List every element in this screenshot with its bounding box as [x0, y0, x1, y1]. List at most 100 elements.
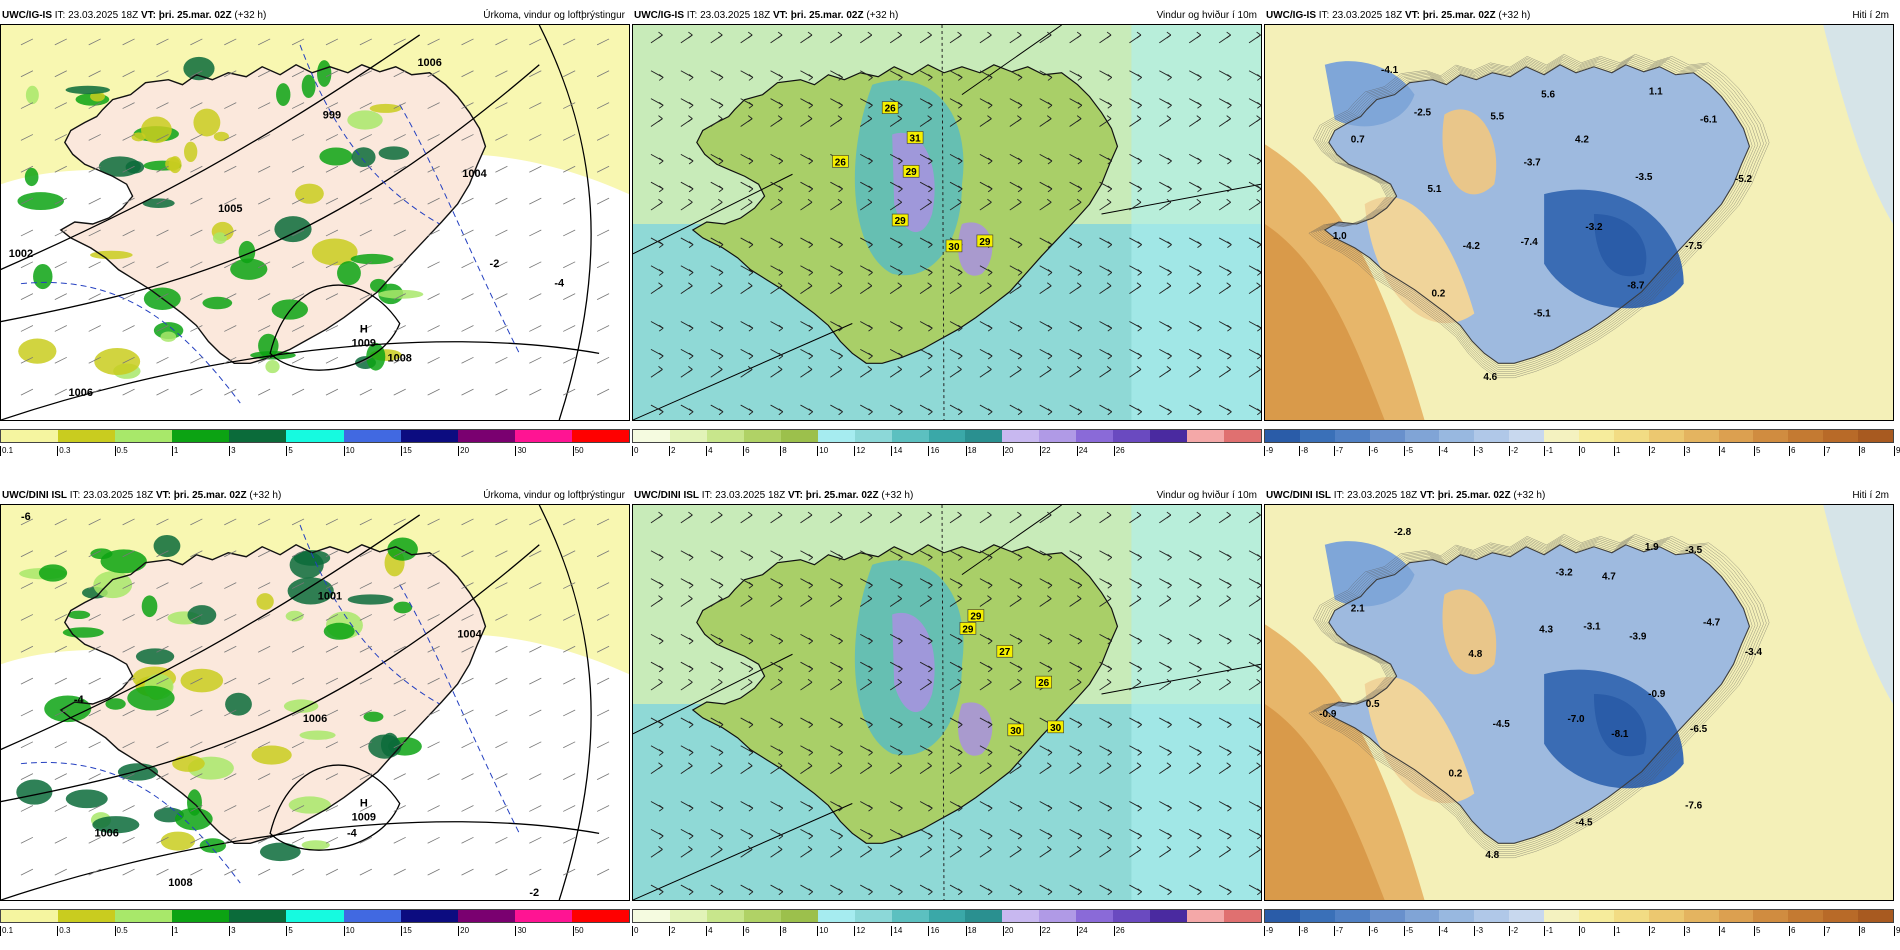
colorbar-swatch	[1404, 430, 1440, 442]
svg-text:-6: -6	[21, 511, 31, 523]
colorbar-swatch	[1858, 910, 1894, 922]
map-label: 1009	[352, 811, 376, 823]
map-label: -4	[554, 278, 565, 290]
valid-time-label: VT:	[1419, 490, 1435, 501]
svg-text:29: 29	[979, 237, 991, 248]
colorbar-swatch	[1404, 910, 1440, 922]
colorbar-ticks: -9 -8 -7 -6 -5 -4 -3 -2 -1 0 1 2 3 4 5 6 7 8 9	[1264, 926, 1900, 938]
colorbar-tick-label: 4	[1719, 926, 1726, 936]
svg-text:5.6: 5.6	[1541, 90, 1555, 101]
svg-text:1.1: 1.1	[1649, 87, 1663, 98]
colorbar-swatch	[817, 430, 855, 442]
colorbar-tick-label: 2	[1649, 446, 1656, 456]
svg-text:1009: 1009	[352, 337, 376, 349]
svg-text:29: 29	[906, 167, 918, 178]
colorbar-swatch	[743, 910, 781, 922]
map-area: -2.8 1.9 -3.5 -3.2 4.7 2.1 4.3 -3.1 -3.9 -4.7 -3.4…	[1264, 504, 1894, 901]
map-label: 4.2	[1575, 134, 1589, 145]
colorbar-swatch	[1113, 910, 1151, 922]
init-time: IT: 23.03.2025 18Z	[686, 10, 771, 21]
valid-time: þri. 25.mar. 02Z	[1422, 10, 1496, 21]
colorbar-ticks: 0 2 4 6 8 10 12 14 16 18 20 22 24 26	[632, 446, 1262, 458]
colorbar-tick-label: -3	[1474, 446, 1484, 456]
colorbar-tick-label: 14	[891, 926, 903, 936]
colorbar-swatch	[1299, 910, 1335, 922]
colorbar-swatch	[780, 910, 818, 922]
colorbar-tick-label: 22	[1039, 446, 1051, 456]
map-label: H	[360, 323, 368, 335]
colorbar-tick-label: 9	[1894, 446, 1900, 456]
map-label: 999	[323, 110, 341, 122]
map-canvas: -2.8 1.9 -3.5 -3.2 4.7 2.1 4.3 -3.1 -3.9 -4.7 -3.4…	[1265, 505, 1893, 900]
map-canvas: 26 31 26 29 29 30 29	[633, 25, 1261, 420]
colorbar-tick-label: -6	[1369, 926, 1379, 936]
map-area: 999 H 1009 1006 1004 1006 1008 1002 1005 -2 -4	[0, 24, 630, 421]
colorbar-swatch	[1858, 430, 1894, 442]
panel-header: UWC/IG-IS IT: 23.03.2025 18Z VT: þri. 25…	[632, 9, 1263, 23]
colorbar-tick-label: 4	[1719, 446, 1726, 456]
svg-text:27: 27	[999, 647, 1011, 658]
map-label: 4.8	[1468, 649, 1482, 660]
svg-text:-4.1: -4.1	[1381, 65, 1399, 76]
colorbar-tick-label: 20	[458, 446, 470, 456]
map-label: 1001	[318, 591, 342, 603]
colorbar-swatch	[115, 430, 173, 442]
model-name: UWC/IG-IS	[2, 10, 52, 21]
svg-text:-7.0: -7.0	[1567, 714, 1585, 725]
colorbar-tick-label: 0	[1579, 446, 1586, 456]
colorbar-swatch	[1150, 430, 1188, 442]
colorbar-swatch	[571, 910, 630, 922]
colorbar-swatch	[817, 910, 855, 922]
map-label: -5.2	[1735, 174, 1753, 185]
map-label: -2	[490, 258, 500, 270]
valid-time-label: VT:	[140, 10, 156, 21]
colorbar-swatch	[965, 430, 1003, 442]
map-canvas: 1001 H 1009 1006 1004 1008 1006 -4 -4 -2 -6	[1, 505, 629, 900]
colorbar-swatch	[1113, 430, 1151, 442]
svg-text:-2.8: -2.8	[1394, 527, 1412, 538]
svg-text:-3.7: -3.7	[1524, 157, 1542, 168]
svg-text:1004: 1004	[457, 628, 482, 640]
colorbar-swatch	[1753, 910, 1789, 922]
colorbar-swatch	[400, 910, 458, 922]
map-label: -4.5	[1493, 719, 1511, 730]
init-time: IT: 23.03.2025 18Z	[69, 490, 154, 501]
map-label: 0.7	[1351, 134, 1365, 145]
map-label: -3.1	[1583, 621, 1601, 632]
colorbar-tick-label: 50	[572, 446, 584, 456]
colorbar-tick-label: 0.3	[57, 446, 71, 456]
map-label: -5.1	[1534, 309, 1552, 320]
colorbar-swatch	[571, 430, 630, 442]
map-label: 4.3	[1539, 624, 1553, 635]
svg-text:-0.9: -0.9	[1648, 689, 1666, 700]
map-label: 1004	[462, 168, 487, 180]
colorbar-swatch	[669, 430, 707, 442]
valid-time: þri. 25.mar. 02Z	[805, 490, 879, 501]
colorbar-tick-label: -2	[1509, 926, 1519, 936]
map-label: 27	[996, 644, 1014, 658]
colorbar-tick-label: 0	[632, 446, 639, 456]
model-name: UWC/IG-IS	[634, 10, 684, 21]
colorbar-ticks: 0.1 0.3 0.5 1 3 5 10 15 20 30 50	[0, 446, 630, 458]
colorbar-tick-label: -8	[1299, 446, 1309, 456]
colorbar-swatch	[1823, 910, 1859, 922]
colorbar-swatch	[172, 430, 230, 442]
init-time: IT: 23.03.2025 18Z	[1318, 10, 1403, 21]
colorbar-tick-label: 1	[1614, 446, 1621, 456]
colorbar-tick-label: 3	[229, 446, 236, 456]
colorbar-swatch	[1613, 430, 1649, 442]
lead-time: (+32 h)	[881, 490, 914, 501]
colorbar-swatch	[1002, 910, 1040, 922]
svg-text:0.7: 0.7	[1351, 134, 1365, 145]
colorbar-tick-label: -2	[1509, 446, 1519, 456]
valid-time: þri. 25.mar. 02Z	[790, 10, 864, 21]
colorbar-tick-label: -8	[1299, 926, 1309, 936]
map-label: 0.2	[1432, 289, 1446, 300]
svg-text:-4.7: -4.7	[1703, 617, 1721, 628]
panel-title: Úrkoma, vindur og loftþrýstingur	[483, 490, 625, 501]
colorbar-tick-label: 12	[854, 926, 866, 936]
map-label: -2.5	[1414, 108, 1432, 119]
colorbar-swatch	[1369, 430, 1405, 442]
colorbar-tick-label: 6	[1789, 926, 1796, 936]
map-label: 4.6	[1483, 372, 1497, 383]
